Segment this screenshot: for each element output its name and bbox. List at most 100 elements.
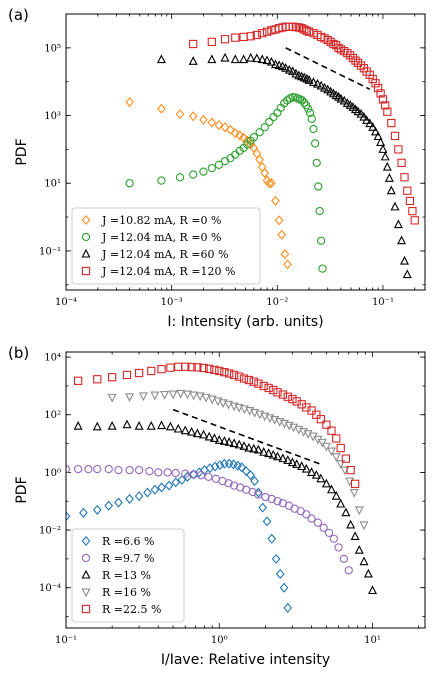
- x-tick-label: 10⁰: [211, 635, 228, 646]
- legend: [71, 207, 261, 285]
- legend-marker: [81, 248, 91, 258]
- data-point: [316, 80, 326, 90]
- data-point: [244, 442, 254, 452]
- data-point: [327, 447, 337, 457]
- data-point: [220, 52, 230, 62]
- data-point: [359, 111, 369, 121]
- data-point: [125, 465, 134, 475]
- data-point: [250, 476, 259, 487]
- legend: [71, 528, 185, 623]
- data-point: [354, 506, 364, 516]
- y-tick-label: 10⁻⁴: [39, 583, 61, 594]
- legend-label: R =16 %: [102, 586, 151, 599]
- data-point: [353, 106, 363, 116]
- data-point: [321, 442, 331, 452]
- data-point: [265, 117, 274, 127]
- data-point: [304, 27, 314, 36]
- x-tick-label: 10⁻⁴: [55, 297, 77, 308]
- data-point: [246, 32, 255, 41]
- data-point: [292, 397, 301, 406]
- axes-frame: [65, 351, 426, 629]
- data-point: [220, 35, 230, 44]
- data-point: [157, 103, 166, 114]
- data-point: [189, 39, 198, 49]
- y-tick-label: 10³: [44, 111, 61, 122]
- data-point: [176, 389, 186, 399]
- data-point: [114, 465, 123, 475]
- data-point: [171, 468, 180, 478]
- data-point: [341, 507, 351, 517]
- y-tick-label: 10¹: [44, 179, 61, 190]
- data-point: [341, 454, 351, 463]
- data-point: [339, 554, 348, 564]
- data-point: [336, 460, 346, 469]
- panel-b: 10⁻¹ 10⁰ 10¹ 10⁻⁴ 10⁻² 10⁰ 10² 10⁴ (b) PDF I/Iave:…: [8, 344, 426, 668]
- data-point: [239, 54, 249, 64]
- data-point: [346, 51, 355, 60]
- data-point: [381, 101, 390, 110]
- data-point: [150, 391, 160, 401]
- data-point: [239, 132, 248, 143]
- y-tick-label: 10⁵: [44, 43, 61, 54]
- legend-marker: [81, 266, 91, 276]
- data-point: [268, 449, 278, 459]
- data-point: [79, 507, 88, 518]
- data-point: [348, 53, 358, 63]
- data-point: [287, 457, 297, 467]
- data-point: [260, 412, 270, 422]
- data-point: [188, 111, 198, 122]
- data-point: [316, 236, 326, 245]
- y-axis-label: PDF: [14, 138, 30, 165]
- data-point: [310, 139, 320, 148]
- panel-label: (a): [8, 6, 29, 24]
- axes-frame: [65, 13, 426, 291]
- data-point: [160, 391, 170, 400]
- data-point: [339, 95, 349, 105]
- data-point: [230, 128, 240, 139]
- series-2: [156, 52, 412, 279]
- data-point: [143, 487, 152, 498]
- data-point: [344, 566, 353, 575]
- data-point: [189, 170, 198, 179]
- data-point: [253, 444, 263, 454]
- data-point: [237, 462, 246, 473]
- x-axis-label: I: Intensity (arb. units): [167, 314, 323, 330]
- data-point: [231, 33, 240, 42]
- data-point: [114, 497, 123, 508]
- data-point: [210, 461, 220, 472]
- data-point: [168, 390, 178, 400]
- y-tick-label: 10⁻¹: [39, 246, 61, 257]
- data-point: [408, 206, 417, 216]
- data-point: [277, 229, 287, 240]
- data-point: [150, 484, 160, 495]
- data-point: [73, 421, 83, 430]
- legend-label: J =12.04 mA, R =60 %: [101, 248, 228, 261]
- panel-label: (b): [8, 344, 29, 362]
- data-point: [187, 426, 197, 436]
- data-point: [275, 568, 285, 579]
- data-point: [307, 514, 316, 523]
- data-point: [73, 464, 83, 474]
- data-point: [267, 494, 276, 504]
- data-point: [239, 441, 249, 450]
- data-point: [66, 511, 71, 522]
- data-point: [350, 531, 360, 540]
- data-point: [244, 375, 254, 385]
- data-point: [301, 463, 311, 473]
- data-point: [157, 420, 167, 430]
- data-point: [373, 83, 383, 93]
- data-point: [255, 154, 264, 165]
- data-point: [146, 421, 156, 430]
- data-point: [210, 365, 219, 375]
- data-point: [181, 469, 190, 478]
- legend-marker: [81, 553, 91, 563]
- data-point: [213, 397, 223, 407]
- data-point: [224, 369, 234, 378]
- data-point: [331, 490, 341, 500]
- data-point: [329, 534, 339, 543]
- data-point: [196, 471, 206, 480]
- data-point: [156, 54, 166, 64]
- data-point: [264, 178, 274, 189]
- x-tick-label: 10⁻¹: [55, 635, 77, 646]
- data-point: [195, 392, 205, 402]
